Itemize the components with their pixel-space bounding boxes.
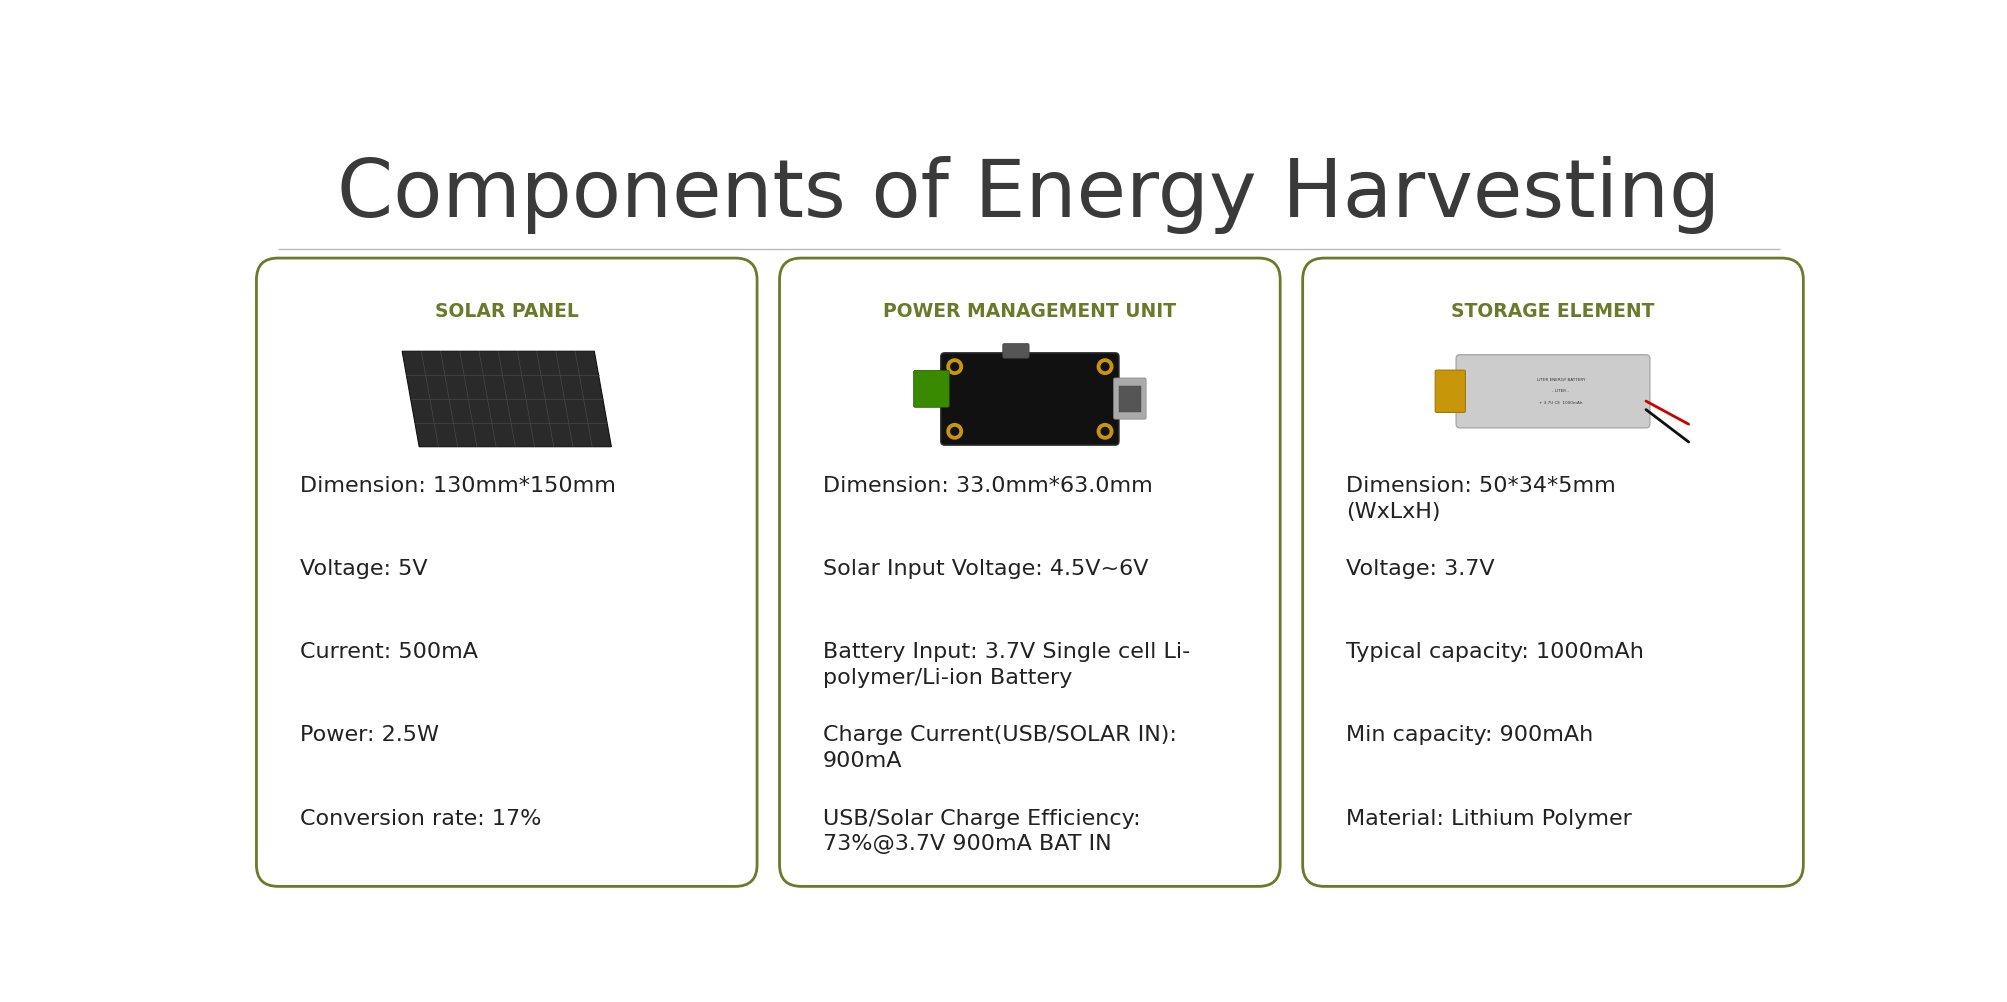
- Text: SOLAR PANEL: SOLAR PANEL: [436, 303, 578, 322]
- Polygon shape: [401, 352, 610, 447]
- FancyBboxPatch shape: [1303, 259, 1802, 887]
- Text: + 3.7U CE  1000mAh: + 3.7U CE 1000mAh: [1537, 401, 1582, 405]
- Text: Dimension: 50*34*5mm
(WxLxH): Dimension: 50*34*5mm (WxLxH): [1345, 476, 1616, 522]
- Text: Voltage: 5V: Voltage: 5V: [299, 559, 427, 579]
- Circle shape: [1100, 363, 1108, 371]
- Text: Material: Lithium Polymer: Material: Lithium Polymer: [1345, 809, 1632, 829]
- Text: Battery Input: 3.7V Single cell Li-
polymer/Li-ion Battery: Battery Input: 3.7V Single cell Li- poly…: [823, 642, 1190, 688]
- FancyBboxPatch shape: [1118, 386, 1140, 413]
- Text: Typical capacity: 1000mAh: Typical capacity: 1000mAh: [1345, 642, 1644, 662]
- Text: POWER MANAGEMENT UNIT: POWER MANAGEMENT UNIT: [883, 303, 1176, 322]
- Text: Min capacity: 900mAh: Min capacity: 900mAh: [1345, 725, 1592, 745]
- Text: Power: 2.5W: Power: 2.5W: [299, 725, 440, 745]
- Text: Current: 500mA: Current: 500mA: [299, 642, 478, 662]
- FancyBboxPatch shape: [779, 259, 1280, 887]
- Circle shape: [1100, 428, 1108, 435]
- Text: USB/Solar Charge Efficiency:
73%@3.7V 900mA BAT IN: USB/Solar Charge Efficiency: 73%@3.7V 90…: [823, 809, 1140, 855]
- FancyBboxPatch shape: [1001, 344, 1030, 358]
- Text: STORAGE ELEMENT: STORAGE ELEMENT: [1451, 303, 1654, 322]
- FancyBboxPatch shape: [913, 371, 949, 407]
- Text: Voltage: 3.7V: Voltage: 3.7V: [1345, 559, 1493, 579]
- Circle shape: [951, 428, 957, 435]
- Text: Dimension: 33.0mm*63.0mm: Dimension: 33.0mm*63.0mm: [823, 476, 1152, 496]
- Text: LITER ENERGY BATTERY: LITER ENERGY BATTERY: [1535, 378, 1584, 382]
- Text: Components of Energy Harvesting: Components of Energy Harvesting: [337, 156, 1720, 234]
- FancyBboxPatch shape: [1114, 378, 1146, 419]
- FancyBboxPatch shape: [1455, 355, 1650, 428]
- Circle shape: [947, 359, 961, 375]
- Circle shape: [1096, 359, 1112, 375]
- Text: - LITER -: - LITER -: [1551, 390, 1567, 393]
- Circle shape: [1096, 424, 1112, 439]
- Circle shape: [947, 424, 961, 439]
- Text: Charge Current(USB/SOLAR IN):
900mA: Charge Current(USB/SOLAR IN): 900mA: [823, 725, 1176, 772]
- FancyBboxPatch shape: [941, 353, 1118, 445]
- Circle shape: [951, 363, 957, 371]
- Text: Solar Input Voltage: 4.5V~6V: Solar Input Voltage: 4.5V~6V: [823, 559, 1148, 579]
- FancyBboxPatch shape: [257, 259, 757, 887]
- FancyBboxPatch shape: [1435, 370, 1465, 413]
- Text: Dimension: 130mm*150mm: Dimension: 130mm*150mm: [299, 476, 616, 496]
- Text: Conversion rate: 17%: Conversion rate: 17%: [299, 809, 542, 829]
